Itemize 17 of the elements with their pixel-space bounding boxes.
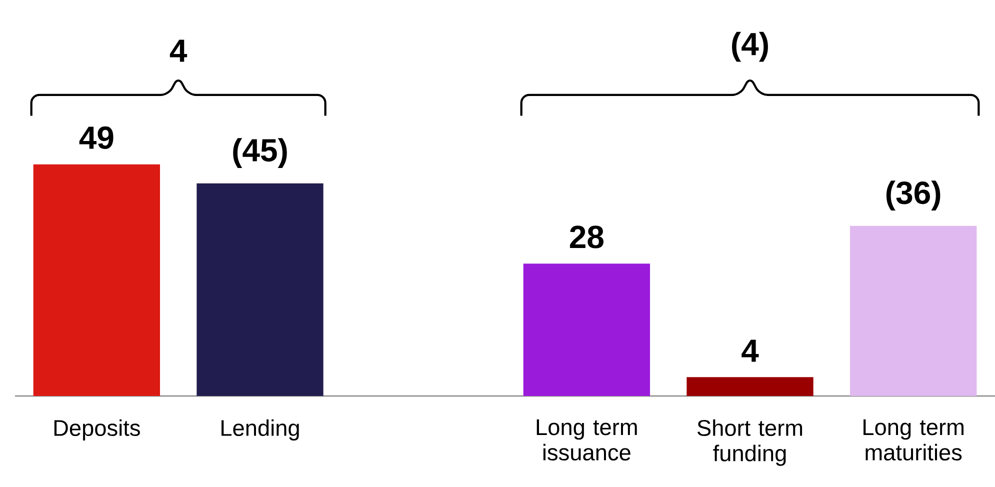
- x-tick-label: Long term maturities: [864, 419, 964, 461]
- x-tick-label: Short term funding: [697, 419, 802, 466]
- text: (4): [732, 32, 768, 62]
- bar: [850, 226, 977, 396]
- data-label: (45): [233, 138, 287, 168]
- data-label: 28: [570, 226, 604, 248]
- data-label: 49: [79, 126, 114, 150]
- x-tick-label: Long term issuance: [536, 419, 637, 461]
- bar: [686, 377, 814, 396]
- x-tick-label: Deposits: [54, 419, 140, 441]
- data-label: 4: [742, 340, 759, 362]
- text: 4: [170, 40, 188, 62]
- data-label: (36): [886, 180, 940, 210]
- x-tick-label: Lending: [222, 419, 299, 441]
- bar: [33, 164, 160, 396]
- bar: [196, 183, 324, 396]
- bar: [523, 264, 650, 396]
